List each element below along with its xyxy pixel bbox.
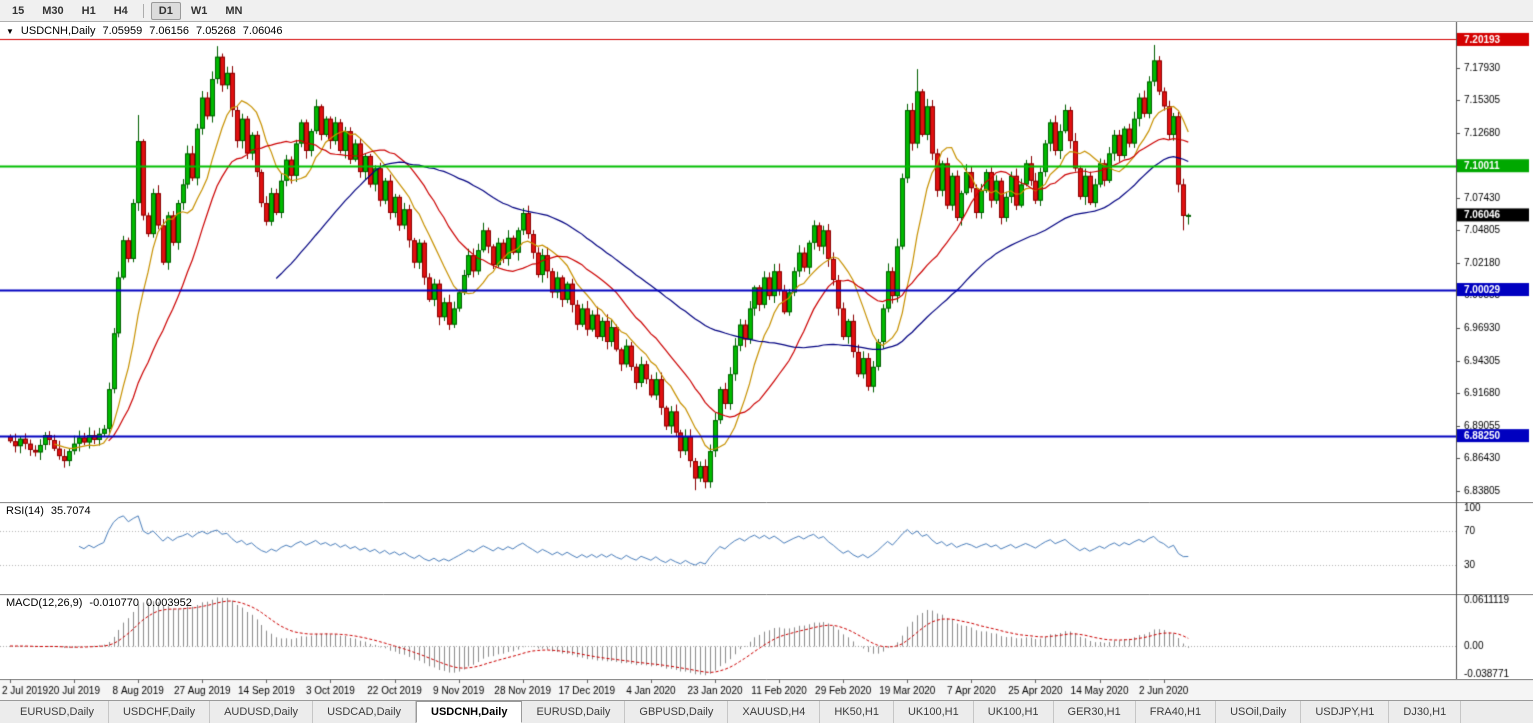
chart-tab-uk100-h1[interactable]: UK100,H1 <box>894 701 974 723</box>
rsi-value: 35.7074 <box>50 505 91 517</box>
timeframe-button-d1[interactable]: D1 <box>150 1 181 20</box>
macd-indicator-label: MACD(12,26,9) -0.010770 0.003952 <box>6 597 192 609</box>
timeframe-button-w1[interactable]: W1 <box>190 4 208 17</box>
timeframe-button-15[interactable]: 15 <box>12 4 25 17</box>
chart-tab-usdchf-daily[interactable]: USDCHF,Daily <box>109 701 211 723</box>
chart-tab-dj30-h1[interactable]: DJ30,H1 <box>1389 701 1462 723</box>
chart-tab-eurusd-daily[interactable]: EURUSD,Daily <box>522 701 626 723</box>
chart-title-close: 7.06046 <box>242 25 283 37</box>
chart-menu-icon[interactable]: ▼ <box>6 26 14 36</box>
rsi-indicator-label: RSI(14) 35.7074 <box>6 505 91 517</box>
timeframe-button-mn[interactable]: MN <box>225 4 243 17</box>
chart-title-low: 7.05268 <box>196 25 236 37</box>
date-axis-canvas[interactable] <box>0 679 1533 700</box>
chart-tab-bar: EURUSD,Daily USDCHF,Daily AUDUSD,Daily USDC… <box>0 700 1533 723</box>
chart-tab-hk50-h1[interactable]: HK50,H1 <box>820 701 894 723</box>
rsi-label: RSI(14) <box>6 505 44 517</box>
timeframe-button-h4[interactable]: H4 <box>113 4 128 17</box>
toolbar-separator <box>142 3 144 18</box>
timeframe-button-m30[interactable]: M30 <box>42 4 64 17</box>
chart-tab-audusd-daily[interactable]: AUDUSD,Daily <box>210 701 314 723</box>
rsi-panel-canvas[interactable] <box>0 502 1533 594</box>
chart-tab-gbpusd-daily[interactable]: GBPUSD,Daily <box>625 701 729 723</box>
macd-label: MACD(12,26,9) <box>6 597 83 609</box>
chart-tab-usdcad-daily[interactable]: USDCAD,Daily <box>313 701 417 723</box>
chart-tab-ger30-h1[interactable]: GER30,H1 <box>1054 701 1136 723</box>
chart-tab-uk100-h1[interactable]: UK100,H1 <box>974 701 1054 723</box>
chart-tab-fra40-h1[interactable]: FRA40,H1 <box>1136 701 1217 723</box>
chart-title-high: 7.06156 <box>149 25 190 37</box>
timeframe-button-h1[interactable]: H1 <box>81 4 96 17</box>
macd-panel-canvas[interactable] <box>0 594 1533 679</box>
chart-title-symbol: USDCNH,Daily <box>20 25 96 37</box>
chart-tab-xauusd-h4[interactable]: XAUUSD,H4 <box>728 701 821 723</box>
chart-tab-eurusd-daily[interactable]: EURUSD,Daily <box>6 701 109 723</box>
chart-tab-usoil-daily[interactable]: USOil,Daily <box>1216 701 1302 723</box>
chart-title: ▼ USDCNH,Daily 7.05959 7.06156 7.05268 7… <box>6 25 283 37</box>
macd-signal-value: 0.003952 <box>145 597 192 609</box>
timeframe-toolbar: 15 M30 H1 H4 D1 W1 MN <box>0 0 1533 22</box>
macd-value: -0.010770 <box>89 597 139 609</box>
chart-tab-usdcnh-daily[interactable]: USDCNH,Daily <box>416 701 523 723</box>
main-chart-canvas[interactable] <box>0 22 1533 502</box>
chart-title-open: 7.05959 <box>102 25 143 37</box>
chart-tab-usdjpy-h1[interactable]: USDJPY,H1 <box>1301 701 1390 723</box>
